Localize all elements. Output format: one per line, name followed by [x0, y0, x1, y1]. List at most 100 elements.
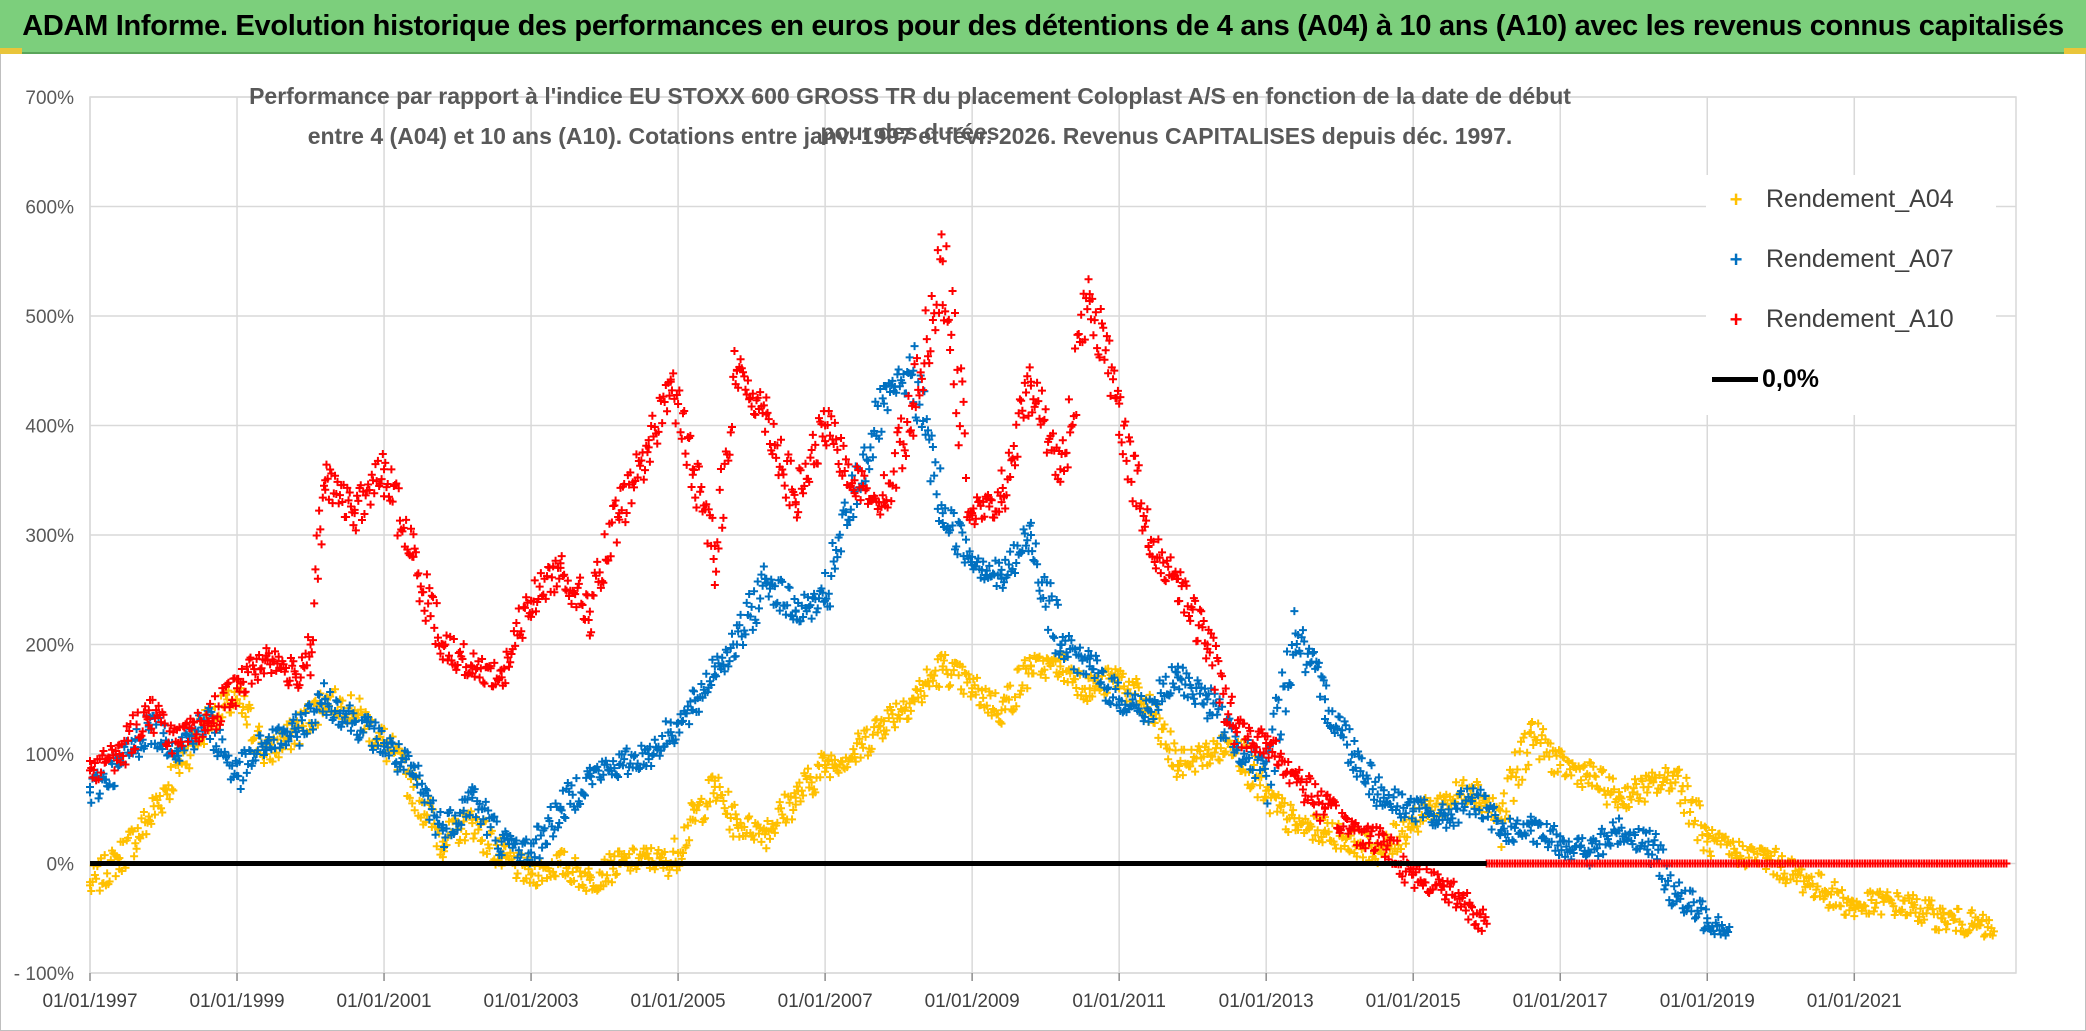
data-point	[612, 538, 621, 547]
data-point	[1790, 858, 1799, 867]
data-point	[1655, 771, 1664, 780]
data-point	[1699, 846, 1708, 855]
data-point	[701, 814, 710, 823]
data-point	[1615, 788, 1624, 797]
data-point	[799, 791, 808, 800]
data-point	[572, 774, 581, 783]
data-point	[1166, 727, 1175, 736]
data-point	[1198, 699, 1207, 708]
data-point	[1828, 884, 1837, 893]
data-point	[884, 714, 893, 723]
data-point	[561, 813, 570, 822]
data-point	[718, 790, 727, 799]
data-point	[551, 872, 560, 881]
data-point	[1705, 847, 1714, 856]
data-point	[1488, 794, 1497, 803]
data-point	[1191, 767, 1200, 776]
plus-marker-icon: +	[1729, 186, 1743, 212]
data-point	[1464, 915, 1473, 924]
data-point	[1822, 887, 1831, 896]
data-point	[803, 764, 812, 773]
data-point	[905, 353, 914, 362]
data-point	[816, 773, 825, 782]
data-point	[688, 470, 697, 479]
data-point	[1159, 724, 1168, 733]
data-point	[1227, 692, 1236, 701]
data-point	[576, 573, 585, 582]
data-point	[799, 489, 808, 498]
data-point	[1786, 875, 1795, 884]
data-point	[781, 493, 790, 502]
data-point	[650, 735, 659, 744]
data-point	[1358, 853, 1367, 862]
data-point	[589, 591, 598, 600]
data-point	[808, 430, 817, 439]
data-point	[1624, 802, 1633, 811]
data-point	[705, 797, 714, 806]
data-point	[753, 577, 762, 586]
data-point	[538, 876, 547, 885]
data-point	[250, 734, 259, 743]
data-point	[1012, 702, 1021, 711]
data-point	[258, 752, 267, 761]
data-point	[1564, 758, 1573, 766]
data-point	[1700, 822, 1709, 831]
data-point	[779, 814, 788, 823]
data-point	[484, 840, 493, 849]
data-point	[830, 564, 839, 573]
data-point	[1844, 895, 1853, 904]
data-point	[1599, 766, 1608, 775]
data-point	[1202, 739, 1211, 748]
data-point	[1083, 305, 1092, 314]
data-point	[962, 535, 971, 544]
data-point	[1301, 814, 1310, 823]
data-point	[726, 813, 735, 822]
data-point	[714, 773, 723, 782]
data-point	[321, 485, 330, 494]
data-point	[821, 767, 830, 776]
data-point	[1004, 695, 1013, 704]
data-point	[730, 346, 739, 355]
data-point	[94, 794, 103, 803]
data-point	[1403, 833, 1412, 842]
data-point	[148, 794, 157, 803]
data-point	[331, 685, 340, 694]
data-point	[103, 869, 112, 878]
data-point	[865, 465, 874, 474]
data-point	[813, 760, 822, 769]
data-point	[730, 800, 739, 809]
data-point	[1035, 586, 1044, 595]
data-point	[812, 608, 821, 617]
data-point	[1294, 825, 1303, 834]
data-point	[881, 730, 890, 739]
data-point	[1409, 823, 1418, 832]
y-tick-label: - 100%	[14, 964, 74, 985]
data-point	[948, 286, 957, 295]
data-point	[1151, 710, 1160, 719]
data-point	[653, 439, 662, 448]
data-point	[1205, 759, 1214, 768]
data-point	[1900, 896, 1909, 905]
data-point	[1686, 807, 1695, 816]
data-point	[425, 800, 434, 809]
data-point	[1301, 668, 1310, 677]
data-point	[905, 699, 914, 708]
data-point	[1627, 795, 1636, 804]
data-point	[877, 715, 886, 724]
data-point	[1313, 826, 1322, 835]
data-point	[1196, 747, 1205, 756]
data-point	[762, 393, 771, 402]
data-point	[1916, 904, 1925, 913]
data-point	[1297, 820, 1306, 829]
data-point	[478, 836, 487, 845]
data-point	[1702, 823, 1711, 832]
y-tick-label: 700%	[25, 88, 74, 109]
data-point	[723, 809, 732, 818]
data-point	[1506, 814, 1514, 823]
data-point	[131, 839, 140, 848]
data-point	[1871, 903, 1880, 912]
data-point	[1115, 430, 1124, 439]
data-point	[1517, 737, 1526, 746]
data-point	[675, 728, 684, 737]
data-point	[933, 246, 942, 255]
